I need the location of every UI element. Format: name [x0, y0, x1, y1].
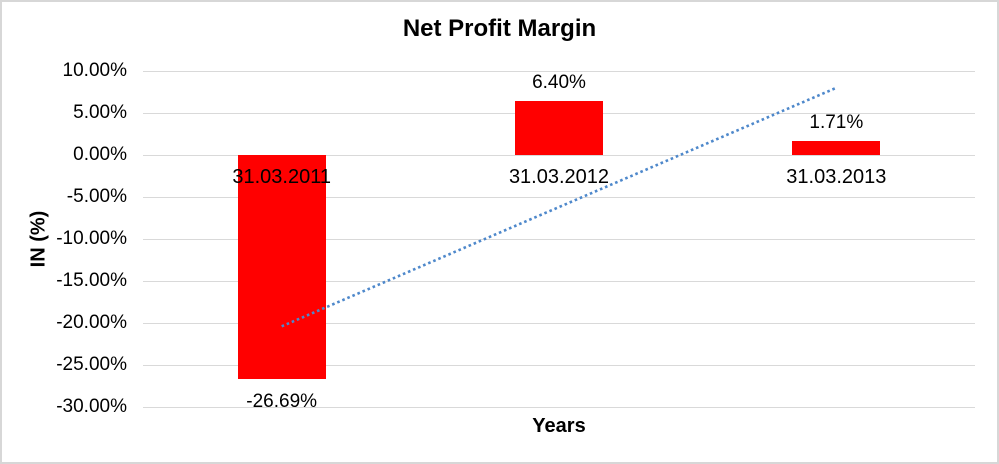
y-tick-label: -15.00% — [56, 270, 127, 291]
y-tick-label: -30.00% — [56, 396, 127, 417]
gridline — [143, 406, 975, 408]
category-label: 31.03.2013 — [786, 166, 887, 188]
data-label: 1.71% — [809, 111, 864, 133]
chart-title: Net Profit Margin — [402, 15, 597, 42]
category-label: 31.03.2011 — [232, 166, 331, 188]
y-tick-label: -10.00% — [56, 228, 127, 249]
y-tick-label: 0.00% — [73, 144, 127, 165]
y-tick-label: 5.00% — [73, 102, 127, 123]
category-label: 31.03.2012 — [508, 166, 610, 188]
y-tick-label: -25.00% — [56, 354, 127, 375]
gridline — [143, 70, 975, 72]
data-label: 6.40% — [532, 72, 586, 94]
x-axis-title: Years — [532, 415, 586, 437]
y-tick-label: -20.00% — [56, 312, 127, 333]
data-label: -26.69% — [246, 391, 318, 413]
gridline — [143, 364, 975, 366]
y-tick-label: -5.00% — [66, 186, 127, 207]
y-tick-label: 10.00% — [62, 60, 127, 81]
bar — [515, 101, 603, 155]
bar — [792, 140, 881, 155]
bar — [237, 155, 326, 380]
